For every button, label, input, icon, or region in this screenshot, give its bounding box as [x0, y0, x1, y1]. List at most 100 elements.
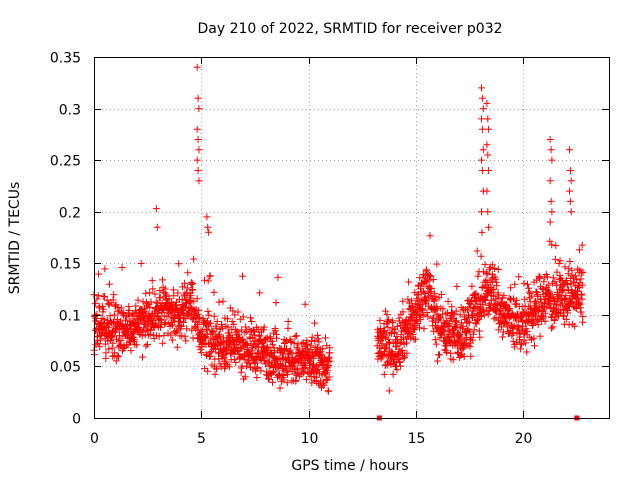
data-point	[230, 345, 238, 353]
data-point	[522, 339, 530, 347]
data-point	[393, 366, 401, 374]
data-point	[205, 228, 213, 236]
data-point	[399, 354, 407, 362]
data-point	[195, 177, 203, 185]
data-point	[283, 345, 290, 353]
data-point	[198, 327, 206, 335]
data-point	[566, 197, 574, 205]
data-point	[478, 208, 485, 216]
data-point	[208, 327, 216, 335]
data-point	[155, 332, 163, 340]
data-point	[448, 303, 456, 311]
data-point	[308, 337, 316, 345]
data-point	[281, 338, 289, 346]
data-point	[271, 327, 279, 335]
data-point	[477, 252, 485, 260]
data-point	[488, 261, 496, 269]
data-point	[532, 288, 540, 296]
data-point	[491, 275, 499, 283]
data-point	[324, 367, 331, 375]
data-point	[178, 283, 186, 291]
data-point	[481, 297, 489, 304]
data-point	[156, 316, 164, 323]
data-point	[470, 326, 478, 334]
data-point	[491, 265, 499, 272]
data-point	[181, 315, 189, 323]
data-point	[483, 141, 491, 149]
data-point	[111, 311, 119, 319]
data-point	[276, 384, 284, 392]
data-point	[193, 156, 201, 164]
data-point	[113, 352, 121, 360]
data-point	[246, 314, 254, 322]
data-point	[378, 340, 386, 348]
data-point	[541, 317, 549, 325]
data-point	[534, 321, 542, 329]
data-point	[437, 291, 445, 298]
data-point	[437, 314, 445, 322]
data-point	[546, 237, 554, 245]
data-point	[142, 342, 150, 350]
data-point	[484, 151, 492, 159]
data-point	[193, 125, 201, 133]
data-point	[492, 295, 500, 303]
data-point	[506, 305, 514, 313]
data-point	[319, 345, 327, 353]
data-point	[575, 299, 583, 307]
data-point	[195, 146, 203, 154]
x-axis-label: GPS time / hours	[291, 458, 408, 474]
data-point	[302, 364, 310, 372]
data-point	[183, 325, 191, 333]
data-point	[567, 298, 575, 306]
data-point	[203, 213, 211, 221]
data-point	[459, 323, 467, 331]
data-point	[547, 197, 555, 205]
data-point	[518, 340, 526, 348]
data-point	[536, 332, 544, 340]
data-point	[152, 205, 160, 213]
data-point	[460, 353, 468, 360]
data-point	[444, 321, 452, 329]
data-point	[251, 359, 259, 367]
data-point	[439, 305, 447, 313]
data-point	[421, 290, 429, 298]
data-point	[485, 223, 493, 231]
data-point	[139, 353, 146, 361]
data-point	[294, 369, 302, 377]
data-point	[567, 208, 575, 216]
data-point	[222, 358, 230, 366]
data-point	[112, 357, 120, 365]
data-point	[468, 336, 476, 344]
data-point	[423, 309, 431, 316]
data-point	[562, 315, 570, 323]
data-point	[478, 156, 485, 164]
data-point	[274, 355, 282, 363]
data-point	[434, 357, 441, 365]
data-point	[396, 339, 404, 347]
data-point	[130, 328, 138, 336]
data-point	[148, 277, 156, 285]
data-point	[231, 311, 239, 319]
data-point	[213, 318, 221, 325]
data-point	[468, 282, 476, 290]
data-point	[517, 340, 525, 348]
data-point	[469, 330, 477, 338]
data-point	[386, 338, 394, 346]
data-point	[177, 322, 185, 330]
data-point	[473, 247, 481, 255]
data-point	[194, 167, 202, 174]
data-point	[325, 373, 333, 381]
data-point	[182, 337, 190, 345]
data-point	[224, 315, 231, 323]
data-point	[409, 331, 417, 338]
data-point	[181, 290, 189, 298]
data-point	[292, 332, 300, 340]
data-point	[256, 289, 264, 297]
data-point	[566, 258, 574, 265]
data-point	[211, 370, 219, 378]
data-point	[426, 232, 434, 240]
data-point	[432, 293, 440, 301]
data-point	[193, 63, 201, 71]
data-point	[323, 363, 331, 371]
data-point	[423, 296, 431, 304]
